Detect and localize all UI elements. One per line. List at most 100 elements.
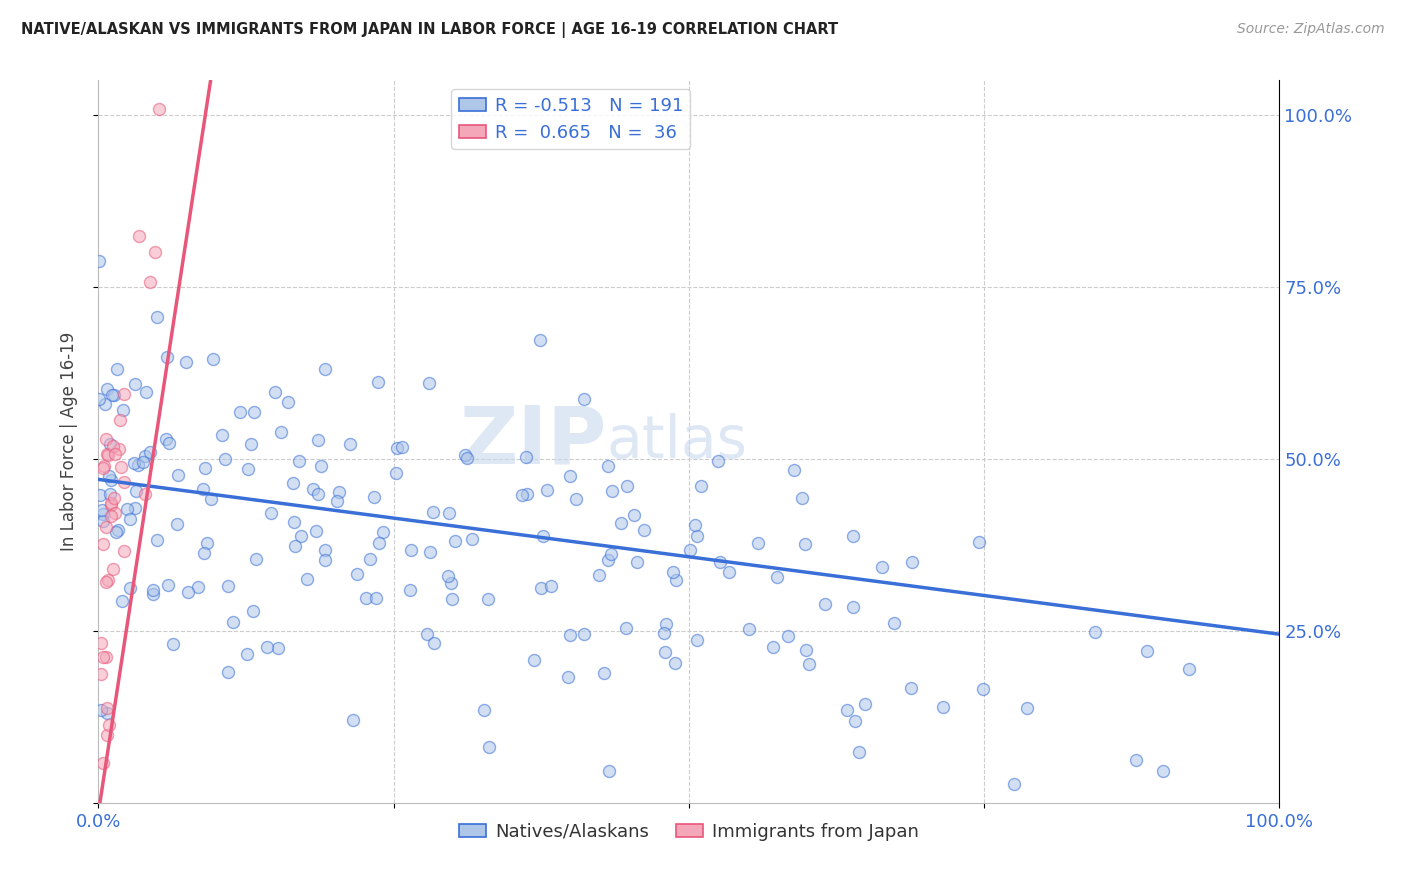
- Point: [440, 576, 463, 591]
- Point: [588, 568, 610, 582]
- Point: [131, 455, 153, 469]
- Point: [762, 640, 785, 654]
- Point: [97, 574, 120, 588]
- Point: [107, 524, 129, 538]
- Point: [156, 578, 179, 592]
- Point: [115, 502, 138, 516]
- Point: [456, 450, 478, 465]
- Point: [91, 756, 114, 770]
- Point: [602, 484, 624, 499]
- Point: [127, 458, 149, 472]
- Point: [747, 535, 769, 549]
- Point: [103, 440, 125, 454]
- Point: [307, 434, 329, 448]
- Point: [191, 482, 214, 496]
- Point: [96, 433, 118, 447]
- Point: [245, 552, 267, 566]
- Point: [314, 553, 336, 567]
- Point: [96, 446, 118, 460]
- Point: [478, 739, 501, 754]
- Point: [794, 643, 817, 657]
- Point: [270, 425, 292, 440]
- Point: [103, 562, 125, 576]
- Point: [100, 509, 122, 524]
- Point: [883, 616, 905, 631]
- Point: [201, 352, 224, 367]
- Point: [217, 579, 239, 593]
- Point: [91, 461, 114, 475]
- Point: [346, 566, 368, 581]
- Point: [146, 310, 169, 324]
- Point: [510, 488, 533, 502]
- Point: [112, 543, 135, 558]
- Point: [837, 703, 859, 717]
- Point: [301, 482, 323, 496]
- Point: [738, 622, 761, 636]
- Point: [118, 581, 141, 595]
- Point: [242, 604, 264, 618]
- Point: [972, 682, 994, 697]
- Point: [558, 628, 581, 642]
- Point: [683, 518, 706, 533]
- Point: [94, 575, 117, 590]
- Point: [174, 354, 197, 368]
- Point: [97, 448, 120, 462]
- Point: [709, 555, 731, 569]
- Point: [287, 454, 309, 468]
- Point: [214, 451, 236, 466]
- Point: [655, 617, 678, 632]
- Point: [108, 412, 131, 426]
- Point: [134, 449, 156, 463]
- Legend: Natives/Alaskans, Immigrants from Japan: Natives/Alaskans, Immigrants from Japan: [451, 815, 927, 848]
- Point: [111, 593, 134, 607]
- Text: NATIVE/ALASKAN VS IMMIGRANTS FROM JAPAN IN LABOR FORCE | AGE 16-19 CORRELATION C: NATIVE/ALASKAN VS IMMIGRANTS FROM JAPAN …: [21, 22, 838, 38]
- Point: [90, 702, 112, 716]
- Point: [101, 387, 124, 401]
- Point: [276, 394, 298, 409]
- Point: [623, 508, 645, 523]
- Point: [443, 534, 465, 549]
- Point: [90, 635, 112, 649]
- Point: [326, 494, 349, 508]
- Point: [359, 552, 381, 566]
- Point: [1015, 701, 1038, 715]
- Point: [256, 640, 278, 655]
- Point: [598, 458, 620, 473]
- Point: [385, 441, 408, 455]
- Point: [96, 706, 118, 720]
- Point: [100, 474, 122, 488]
- Point: [614, 621, 637, 635]
- Point: [94, 397, 117, 411]
- Point: [419, 545, 441, 559]
- Point: [93, 459, 115, 474]
- Point: [610, 516, 633, 530]
- Point: [112, 403, 135, 417]
- Point: [371, 524, 394, 539]
- Point: [600, 547, 623, 561]
- Point: [284, 539, 307, 553]
- Point: [1178, 662, 1201, 676]
- Point: [139, 276, 162, 290]
- Point: [626, 555, 648, 569]
- Point: [89, 487, 111, 501]
- Point: [162, 637, 184, 651]
- Point: [124, 483, 146, 498]
- Point: [391, 440, 413, 454]
- Point: [103, 387, 125, 401]
- Point: [633, 523, 655, 537]
- Point: [229, 405, 252, 419]
- Point: [166, 517, 188, 532]
- Y-axis label: In Labor Force | Age 16-19: In Labor Force | Age 16-19: [59, 332, 77, 551]
- Point: [155, 432, 177, 446]
- Point: [110, 459, 132, 474]
- Point: [685, 632, 707, 647]
- Point: [841, 529, 863, 543]
- Point: [1084, 625, 1107, 640]
- Point: [97, 469, 120, 483]
- Point: [142, 587, 165, 601]
- Text: ZIP: ZIP: [458, 402, 606, 481]
- Point: [932, 699, 955, 714]
- Point: [107, 442, 129, 456]
- Point: [217, 665, 239, 679]
- Point: [167, 467, 190, 482]
